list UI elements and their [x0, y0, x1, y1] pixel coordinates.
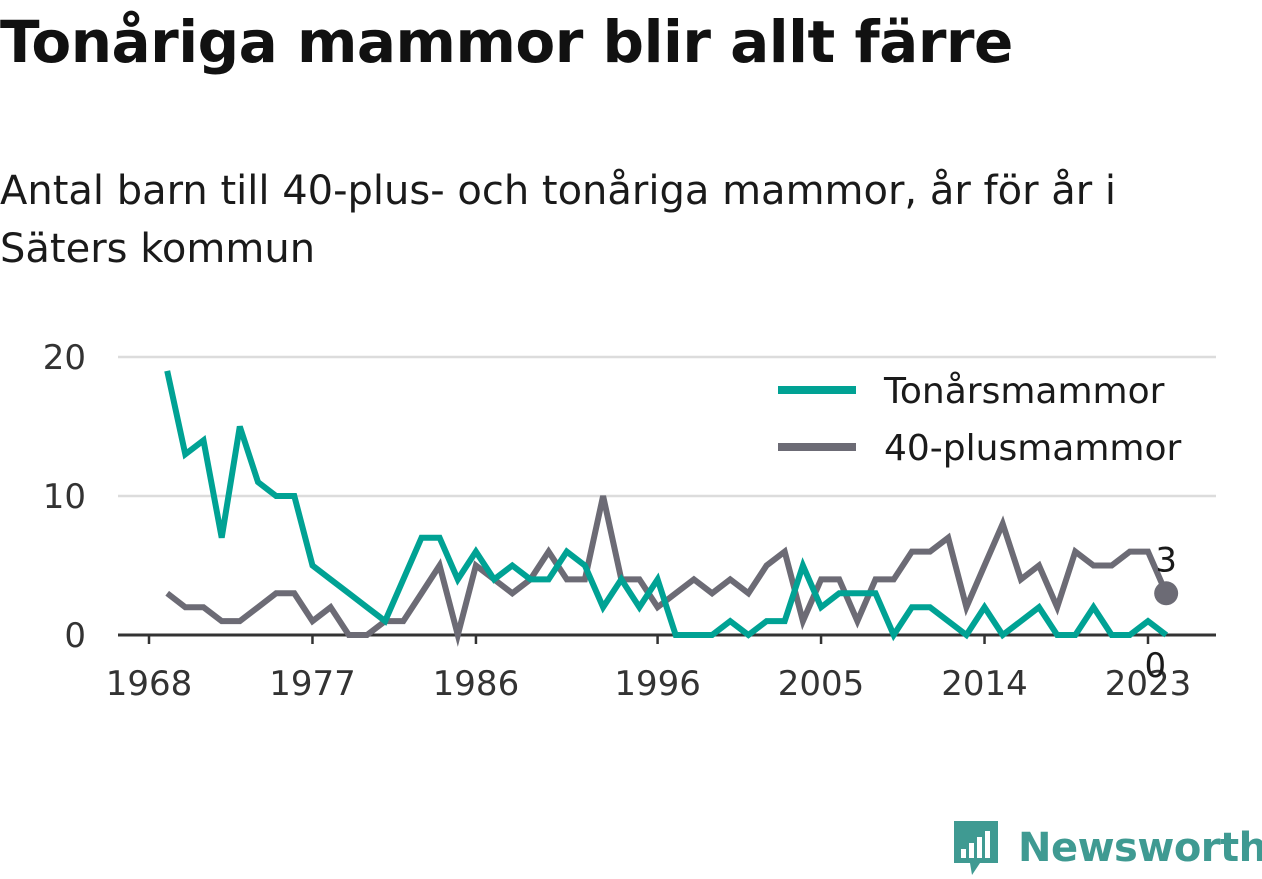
y-tick-label-0: 0	[64, 616, 86, 656]
series-line-tonarsmammor	[164, 370, 1169, 642]
x-axis-labels: 1968 1977 1986 1996 2005 2014 2023	[106, 664, 1192, 704]
x-tick-label-1996: 1996	[614, 664, 701, 704]
end-label-40-plusmammor: 3	[1155, 540, 1177, 580]
y-tick-label-20: 20	[43, 338, 86, 378]
series-lines	[164, 370, 1169, 647]
end-label-tonarsmammor: 0	[1145, 646, 1167, 686]
brand-logo: Newsworthy	[950, 818, 1262, 878]
x-tick-label-2014: 2014	[941, 664, 1028, 704]
legend-background	[768, 360, 1188, 484]
y-axis-labels: 0 10 20	[43, 338, 86, 656]
x-tick-label-1977: 1977	[269, 664, 356, 704]
end-labels: 30	[1145, 540, 1179, 686]
legend: Tonårsmammor 40-plusmammor	[778, 371, 1182, 469]
legend-label-40-plusmammor: 40-plusmammor	[884, 428, 1182, 469]
x-tick-label-1986: 1986	[433, 664, 520, 704]
x-tick-label-2005: 2005	[778, 664, 865, 704]
bar-chart-badge-icon	[954, 821, 998, 875]
end-point-40-plusmammor	[1154, 581, 1179, 606]
grid-lines	[118, 355, 1216, 498]
x-tick-label-1968: 1968	[106, 664, 193, 704]
legend-label-tonarsmammor: Tonårsmammor	[883, 371, 1165, 412]
chart-title: Tonåriga mammor blir allt färre	[0, 8, 1013, 76]
brand-name: Newsworthy	[1018, 825, 1262, 871]
x-tick-label-2023: 2023	[1105, 664, 1192, 704]
y-tick-label-10: 10	[43, 477, 86, 517]
chart-subtitle: Antal barn till 40-plus- och tonåriga ma…	[0, 168, 1117, 272]
x-axis	[118, 633, 1216, 644]
